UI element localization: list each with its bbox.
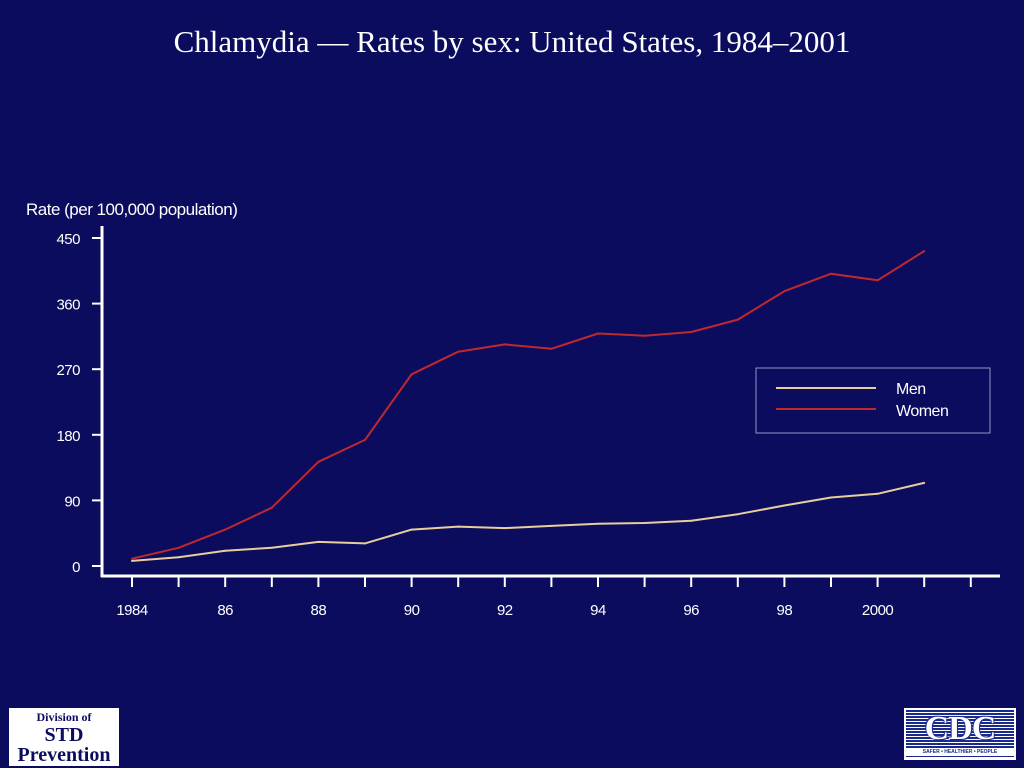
series-lines (131, 250, 926, 562)
data-point-men (224, 549, 227, 552)
data-point-women (131, 557, 133, 560)
y-tick-label: 450 (56, 231, 80, 248)
data-point-men (550, 524, 553, 527)
axes: 0 90 180 270 360 450 1984 86 88 90 92 94 96 98 2000 (56, 226, 1000, 619)
series-line-men (131, 481, 925, 562)
series-line-women (131, 250, 925, 560)
legend-label-women: Women (896, 403, 948, 420)
legend-box (755, 367, 991, 434)
data-point-women (643, 334, 646, 337)
data-point-men (503, 527, 506, 530)
legend: Men Women (755, 367, 991, 434)
data-point-men (410, 528, 413, 531)
y-tick-label: 270 (56, 362, 80, 379)
std-prevention-logo: Division of STD Prevention (9, 708, 119, 766)
data-point-women (317, 460, 320, 463)
std-logo-line-2: STD (44, 724, 84, 746)
x-tick-label: 90 (404, 602, 420, 619)
data-point-women (364, 438, 366, 441)
data-point-women (597, 332, 599, 335)
data-point-women (736, 318, 739, 321)
cdc-logo: CDC SAFER • HEALTHIER • PEOPLE (904, 708, 1016, 760)
y-tick-label: 360 (56, 297, 80, 314)
data-point-women (457, 350, 460, 353)
data-point-men (643, 522, 646, 524)
data-point-men (736, 513, 739, 516)
x-tick-label: 88 (311, 602, 327, 619)
data-point-women (550, 347, 553, 350)
x-tick-label: 96 (683, 602, 699, 619)
y-tick-label: 90 (64, 493, 80, 510)
data-point-women (503, 343, 506, 346)
x-tick-label: 2000 (862, 602, 894, 619)
std-logo-line-1: Division of (36, 710, 92, 724)
data-point-men (317, 540, 320, 543)
x-tick-label: 92 (497, 602, 513, 619)
data-point-men (131, 559, 133, 562)
data-point-women (876, 279, 879, 282)
data-point-men (597, 522, 599, 525)
data-point-women (270, 506, 273, 509)
x-tick-label: 86 (217, 602, 233, 619)
std-logo-line-3: Prevention (17, 744, 111, 766)
x-tick-label: 1984 (116, 602, 148, 619)
chart-title: Chlamydia — Rates by sex: United States,… (173, 24, 851, 59)
cdc-logo-mark: CDC (924, 710, 997, 747)
data-point-women (177, 546, 180, 549)
data-point-men (690, 519, 693, 522)
data-point-men (177, 556, 180, 559)
x-tick-label: 94 (590, 602, 606, 619)
data-point-men (876, 492, 879, 495)
data-point-men (783, 504, 786, 507)
data-point-women (224, 528, 227, 531)
data-point-men (830, 496, 832, 499)
x-tick-label: 98 (777, 602, 793, 619)
data-point-men (457, 525, 460, 528)
data-point-women (830, 272, 832, 275)
data-point-women (923, 250, 926, 253)
data-point-women (783, 290, 786, 293)
data-point-men (270, 546, 273, 549)
y-tick-label: 180 (56, 428, 80, 445)
data-point-men (923, 481, 926, 484)
legend-label-men: Men (896, 381, 926, 398)
data-point-men (364, 542, 366, 545)
cdc-logo-tagline: SAFER • HEALTHIER • PEOPLE (906, 748, 1014, 756)
data-point-women (410, 373, 413, 376)
y-tick-label: 0 (72, 559, 80, 576)
data-point-women (690, 331, 693, 333)
y-axis-label: Rate (per 100,000 population) (26, 200, 238, 219)
